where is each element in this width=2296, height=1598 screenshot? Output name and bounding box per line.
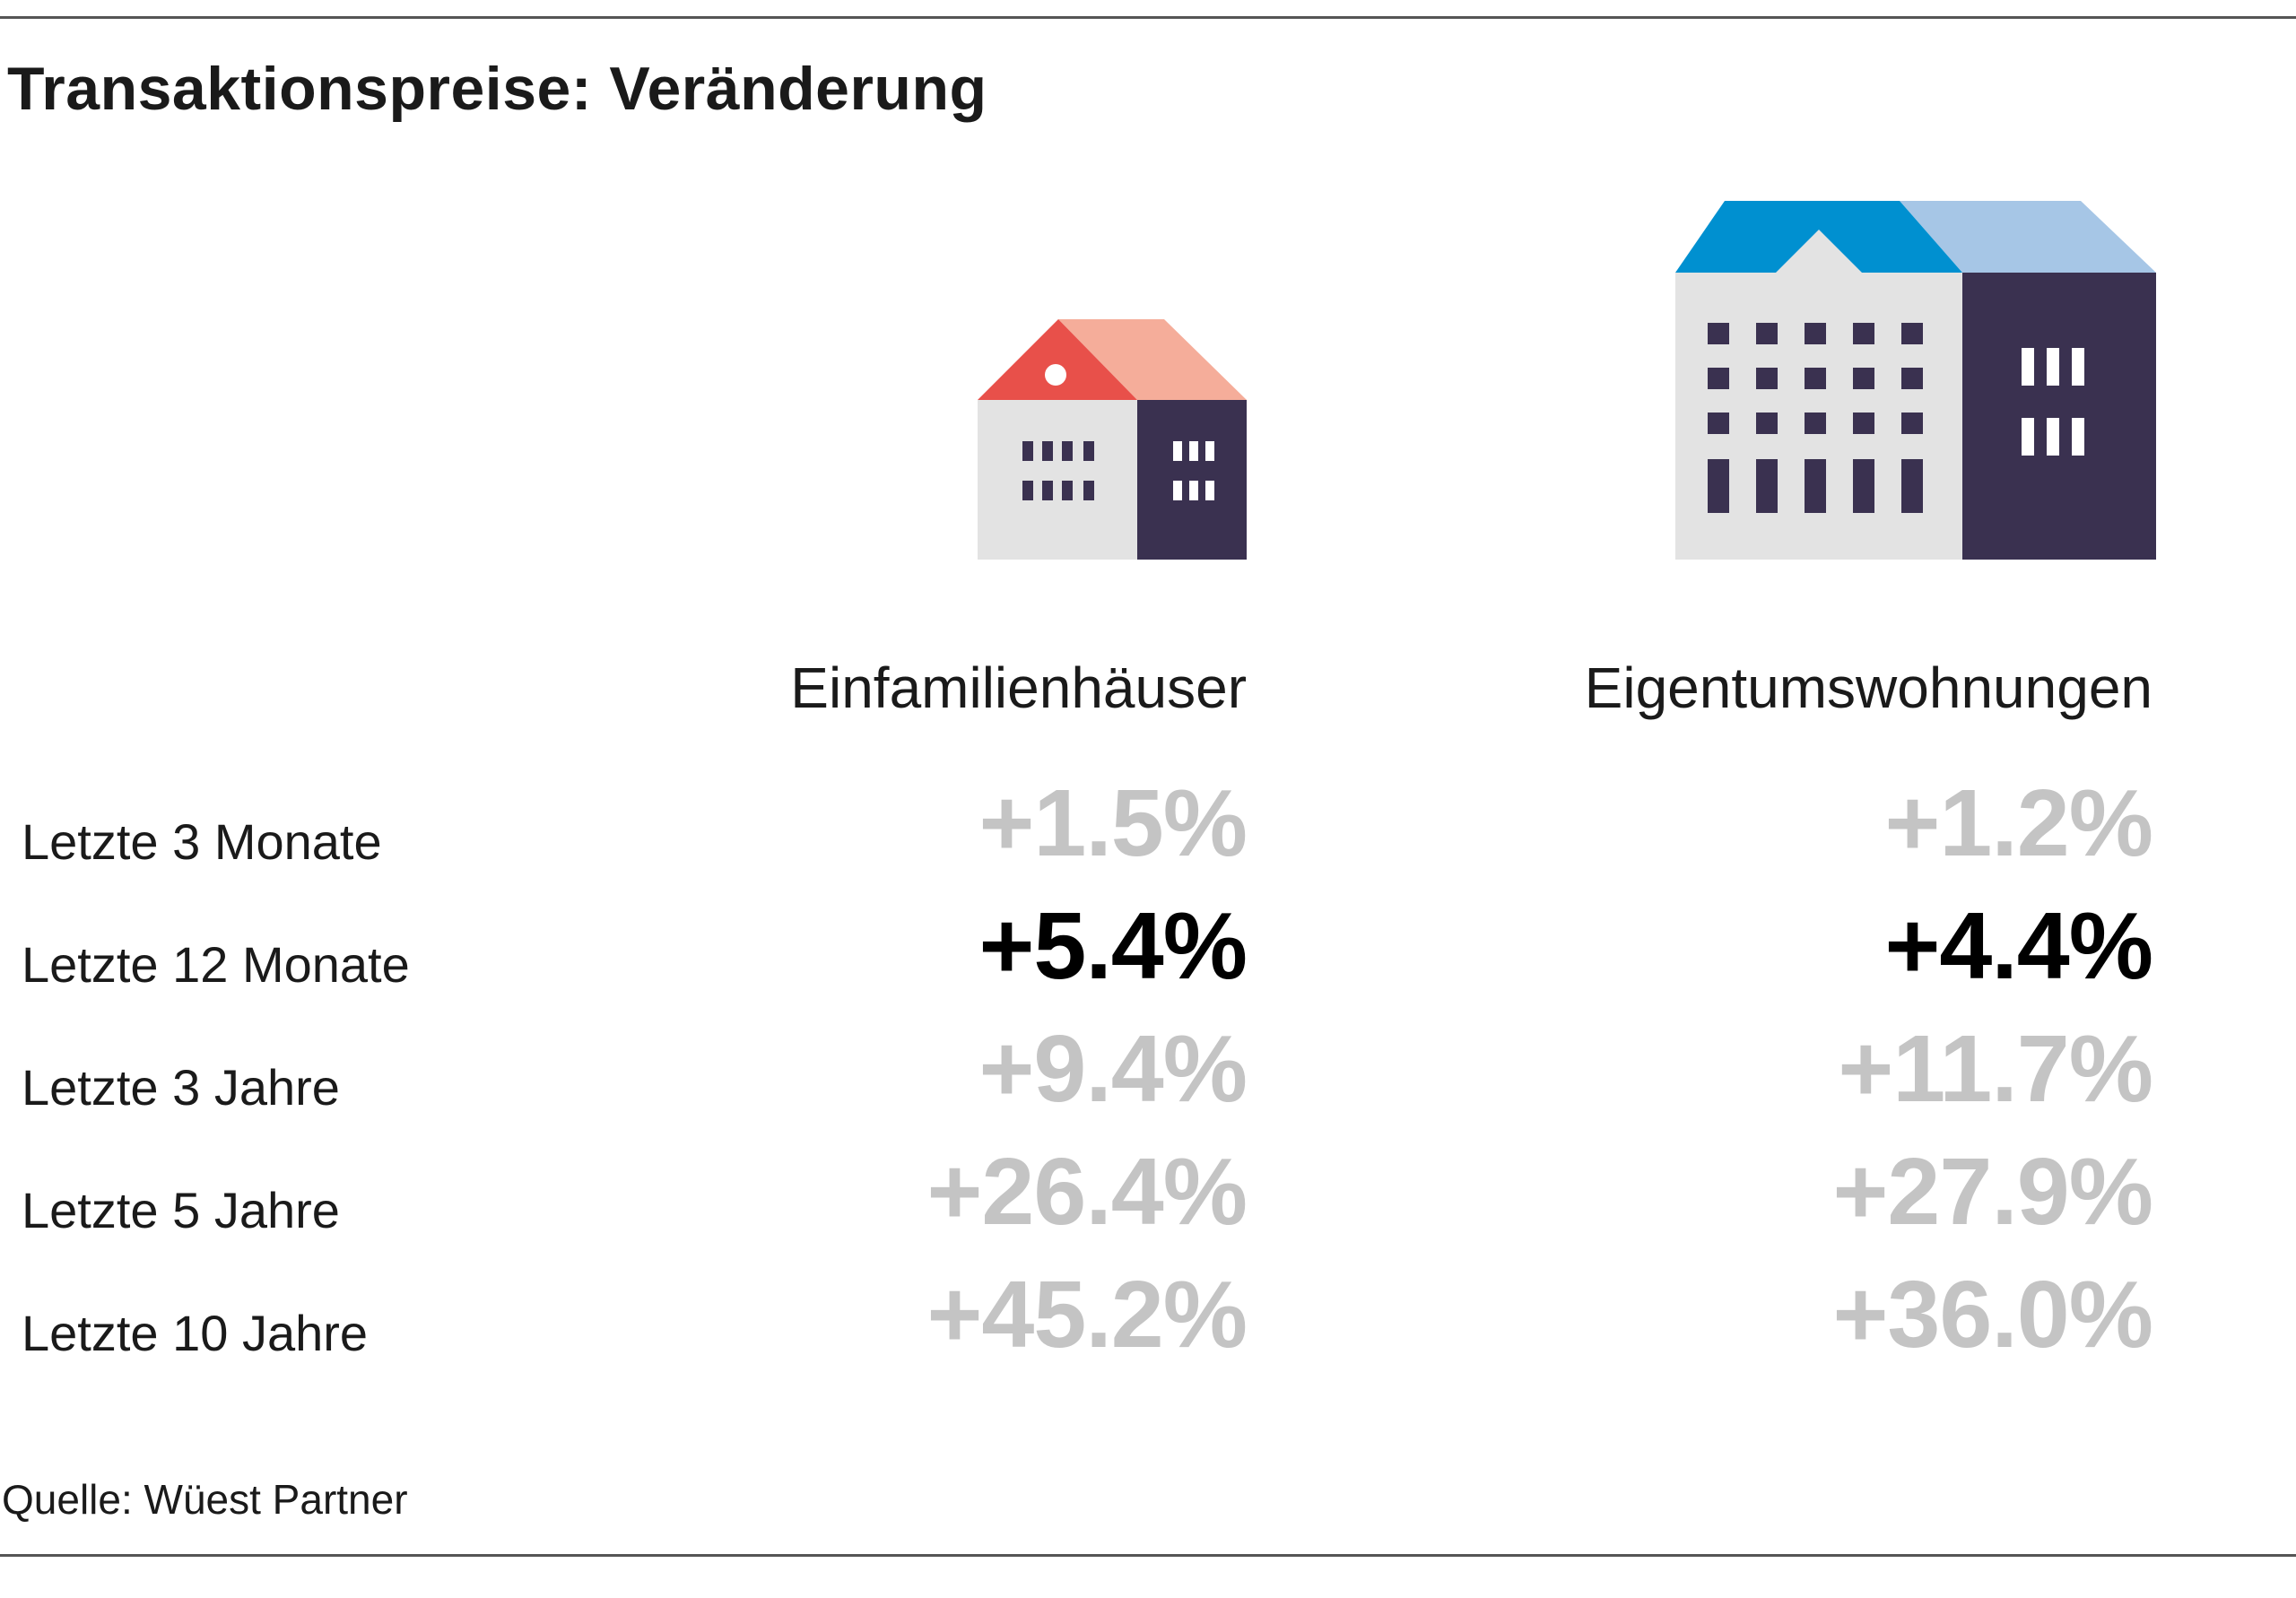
row-label: Letzte 5 Jahre: [22, 1182, 340, 1238]
value-cell: +5.4%: [978, 893, 1248, 999]
value-cell: +27.9%: [1832, 1139, 2153, 1245]
chart-title: Transaktionspreise: Veränderung: [7, 55, 987, 123]
column-header-eigentumswohnungen: Eigentumswohnungen: [1584, 656, 2152, 720]
value-cell: +9.4%: [978, 1016, 1248, 1122]
value-cell: +36.0%: [1832, 1262, 2153, 1368]
row-label: Letzte 12 Monate: [22, 936, 410, 993]
top-rule: [0, 16, 2296, 19]
apartment-building-icon: [1675, 201, 2156, 560]
value-cell: +26.4%: [926, 1139, 1248, 1245]
row-label: Letzte 3 Monate: [22, 813, 382, 870]
value-cell: +1.2%: [1884, 770, 2153, 876]
column-header-einfamilienhaeuser: Einfamilienhäuser: [790, 656, 1247, 720]
bottom-rule: [0, 1554, 2296, 1557]
row-label: Letzte 10 Jahre: [22, 1305, 369, 1361]
row-label: Letzte 3 Jahre: [22, 1059, 340, 1116]
value-cell: +11.7%: [1838, 1016, 2153, 1122]
value-cell: +45.2%: [926, 1262, 1248, 1368]
source-note: Quelle: Wüest Partner: [2, 1476, 408, 1523]
value-cell: +4.4%: [1884, 893, 2153, 999]
value-cell: +1.5%: [978, 770, 1248, 876]
single-family-house-icon: [978, 319, 1247, 560]
